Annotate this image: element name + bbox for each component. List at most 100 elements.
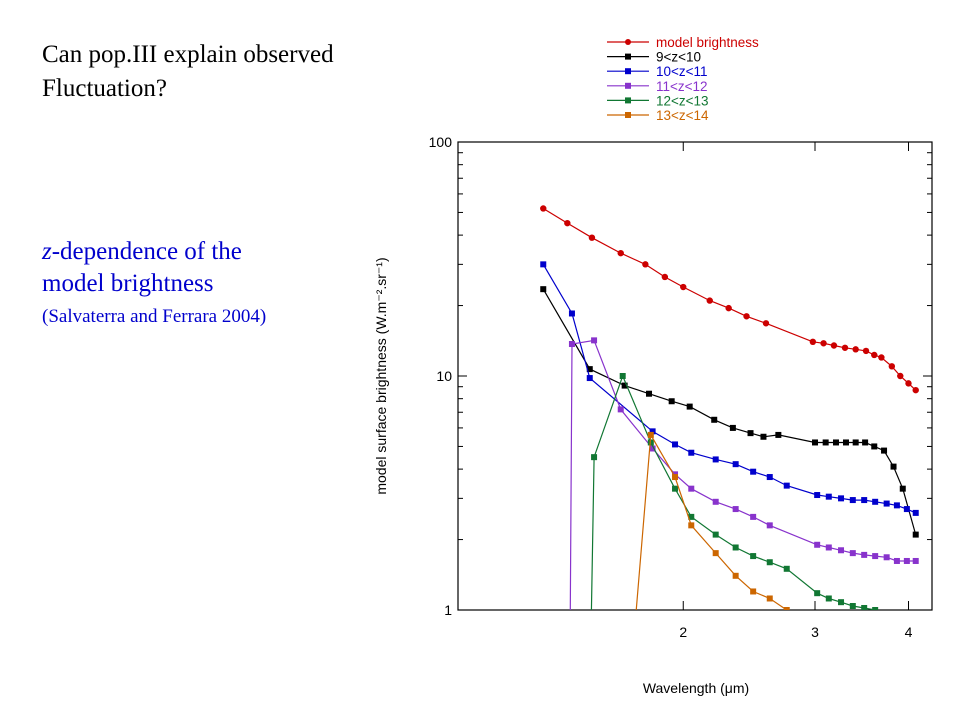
data-point-9-z-10 — [586, 366, 593, 373]
data-point-11-z-12 — [732, 506, 739, 513]
data-point-11-z-12 — [893, 557, 900, 564]
data-point-10-z-11 — [649, 428, 656, 435]
data-point-12-z-13 — [872, 607, 879, 610]
data-point-10-z-11 — [540, 261, 547, 268]
data-point-10-z-11 — [672, 441, 679, 448]
data-point-10-z-11 — [883, 500, 890, 507]
data-point-model-brightness — [888, 363, 896, 370]
legend-marker-11-z-12 — [625, 82, 631, 89]
data-point-12-z-13 — [766, 559, 773, 566]
data-point-9-z-10 — [822, 439, 829, 446]
legend-label-9-z-10: 9<z<10 — [656, 50, 701, 65]
data-point-11-z-12 — [825, 544, 832, 551]
legend-marker-13-z-14 — [625, 112, 631, 118]
data-point-model-brightness — [871, 351, 878, 359]
data-point-model-brightness — [820, 340, 827, 347]
data-point-11-z-12 — [688, 485, 695, 492]
slide-title: Can pop.III explain observed Fluctuation… — [42, 38, 334, 106]
data-point-12-z-13 — [619, 373, 626, 379]
x-tick-label: 4 — [905, 624, 913, 640]
caption-line1-text: -dependence of the — [51, 238, 242, 265]
caption-line1: z-dependence of the — [42, 236, 266, 268]
data-point-12-z-13 — [712, 531, 719, 538]
data-point-11-z-12 — [903, 557, 910, 564]
legend-label-12-z-13: 12<z<13 — [656, 93, 709, 108]
data-point-model-brightness — [841, 344, 849, 351]
data-point-model-brightness — [862, 347, 870, 355]
data-point-13-z-14 — [766, 595, 773, 602]
data-point-11-z-12 — [912, 557, 919, 564]
series-layer — [540, 205, 919, 610]
data-point-10-z-11 — [783, 482, 790, 489]
legend-label-10-z-11: 10<z<11 — [656, 64, 708, 79]
data-point-9-z-10 — [760, 433, 767, 440]
data-point-12-z-13 — [750, 553, 757, 560]
data-point-model-brightness — [762, 320, 770, 327]
data-point-model-brightness — [852, 346, 859, 353]
legend-marker-12-z-13 — [625, 97, 631, 104]
data-point-9-z-10 — [711, 416, 718, 423]
y-tick-label: 10 — [436, 368, 452, 384]
data-point-model-brightness — [564, 219, 571, 227]
data-point-10-z-11 — [849, 497, 856, 504]
legend-label-model-brightness: model brightness — [656, 35, 759, 50]
data-point-10-z-11 — [712, 456, 719, 463]
data-point-11-z-12 — [617, 406, 624, 413]
data-point-9-z-10 — [812, 439, 819, 446]
data-point-model-brightness — [588, 234, 596, 241]
legend-label-11-z-12: 11<z<12 — [656, 79, 708, 94]
data-point-12-z-13 — [814, 590, 821, 597]
y-tick-label: 1 — [444, 602, 452, 618]
data-point-10-z-11 — [893, 502, 900, 509]
data-point-10-z-11 — [903, 506, 910, 513]
data-point-10-z-11 — [586, 375, 593, 382]
data-point-9-z-10 — [646, 390, 653, 397]
data-point-11-z-12 — [649, 445, 656, 452]
data-point-9-z-10 — [890, 463, 897, 470]
caption-z-symbol: z — [42, 238, 52, 265]
data-point-9-z-10 — [775, 431, 782, 438]
data-point-9-z-10 — [871, 443, 878, 450]
data-point-model-brightness — [897, 372, 904, 380]
data-point-9-z-10 — [621, 382, 628, 389]
slide-title-line2: Fluctuation? — [42, 75, 167, 102]
data-point-11-z-12 — [883, 554, 890, 561]
series-line-model-brightness — [542, 207, 917, 391]
data-point-model-brightness — [725, 304, 732, 312]
legend-marker-10-z-11 — [625, 68, 631, 75]
data-point-12-z-13 — [688, 513, 695, 520]
data-point-11-z-12 — [838, 547, 845, 554]
data-point-11-z-12 — [750, 513, 757, 520]
series-line-10-z-11 — [542, 264, 916, 514]
caption-reference: (Salvaterra and Ferrara 2004) — [42, 306, 267, 327]
legend-marker-9-z-10 — [625, 53, 631, 60]
data-point-12-z-13 — [647, 439, 654, 446]
data-point-13-z-14 — [647, 431, 654, 438]
x-tick-label: 2 — [679, 624, 687, 640]
data-point-11-z-12 — [712, 498, 719, 505]
legend-marker-model-brightness — [625, 39, 631, 45]
data-point-model-brightness — [809, 338, 817, 346]
data-point-model-brightness — [661, 273, 669, 281]
data-point-13-z-14 — [732, 572, 739, 579]
data-point-13-z-14 — [688, 522, 695, 529]
series-line-11-z-12 — [569, 339, 916, 610]
data-point-9-z-10 — [842, 439, 849, 446]
data-point-10-z-11 — [825, 493, 832, 500]
data-point-9-z-10 — [729, 424, 736, 431]
data-point-10-z-11 — [912, 509, 919, 516]
data-point-model-brightness — [878, 354, 885, 361]
data-point-9-z-10 — [686, 403, 693, 410]
data-point-10-z-11 — [750, 468, 757, 475]
y-axis-label: model surface brightness (W.m⁻².sr⁻¹) — [373, 257, 389, 494]
data-point-12-z-13 — [825, 595, 832, 602]
figure-caption: z-dependence of the model brightness (Sa… — [42, 236, 266, 330]
data-point-11-z-12 — [766, 522, 773, 529]
data-point-10-z-11 — [568, 310, 575, 317]
data-point-9-z-10 — [899, 485, 906, 492]
data-point-10-z-11 — [688, 449, 695, 456]
data-point-9-z-10 — [881, 447, 888, 454]
data-point-12-z-13 — [732, 544, 739, 551]
data-point-10-z-11 — [872, 498, 879, 505]
